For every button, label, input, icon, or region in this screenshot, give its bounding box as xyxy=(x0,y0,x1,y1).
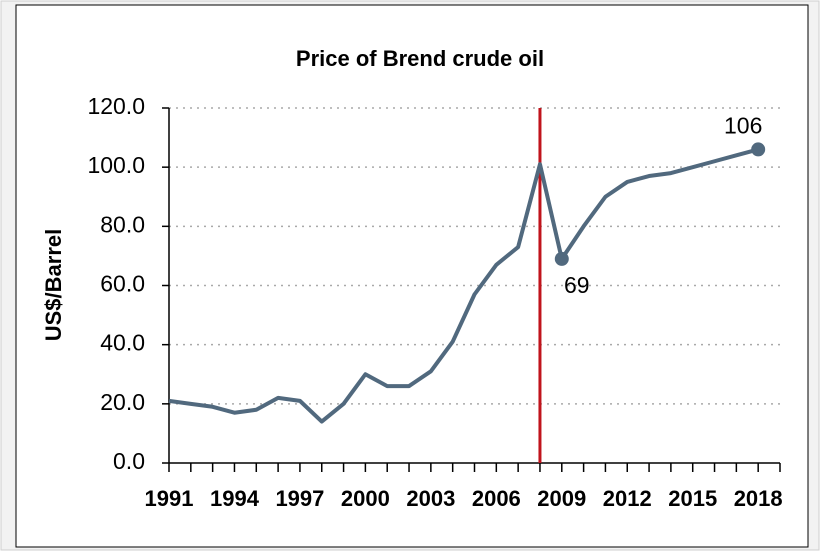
x-tick-label: 1997 xyxy=(275,486,324,511)
y-tick-label: 20.0 xyxy=(100,389,145,415)
x-tick-label: 2018 xyxy=(734,486,783,511)
x-tick-label: 2000 xyxy=(341,486,390,511)
y-tick-label: 0.0 xyxy=(113,448,145,474)
point-marker xyxy=(751,142,766,157)
x-tick-label: 2015 xyxy=(668,486,717,511)
data-line xyxy=(168,147,759,424)
y-tick-label: 80.0 xyxy=(100,211,145,237)
y-tick-label: 120.0 xyxy=(87,93,145,119)
x-tick-label: 2006 xyxy=(472,486,521,511)
y-tick-label: 100.0 xyxy=(87,152,145,178)
y-axis-label: US$/Barrel xyxy=(41,229,66,342)
x-tick-label: 2012 xyxy=(603,486,652,511)
chart-frame xyxy=(15,4,809,548)
x-tick-label: 2009 xyxy=(537,486,586,511)
x-tick-label: 1994 xyxy=(210,486,260,511)
data-label: 69 xyxy=(564,272,590,298)
x-tick-label: 1991 xyxy=(145,486,194,511)
x-tick-label: 2003 xyxy=(406,486,455,511)
point-marker xyxy=(554,251,569,266)
y-tick-label: 40.0 xyxy=(100,330,145,356)
data-label: 106 xyxy=(724,112,762,138)
chart-title: Price of Brend crude oil xyxy=(296,46,544,71)
y-tick-label: 60.0 xyxy=(100,271,145,297)
